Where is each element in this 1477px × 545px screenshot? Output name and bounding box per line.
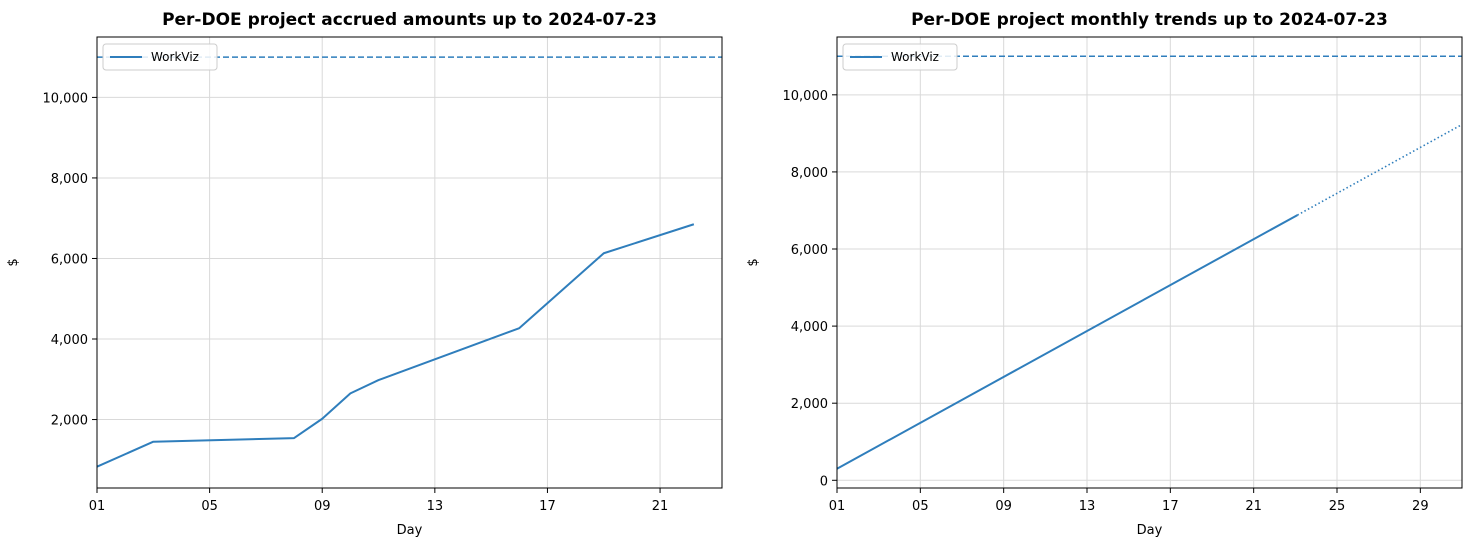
x-axis-label: Day bbox=[397, 523, 423, 538]
x-tick-label: 01 bbox=[89, 499, 106, 514]
x-tick-label: 01 bbox=[829, 499, 846, 514]
y-tick-label: 6,000 bbox=[51, 252, 88, 267]
x-tick-label: 13 bbox=[427, 499, 444, 514]
x-tick-label: 17 bbox=[1162, 499, 1179, 514]
chart-title: Per-DOE project monthly trends up to 202… bbox=[911, 10, 1388, 30]
axes-frame bbox=[836, 36, 1463, 489]
y-tick-label: 0 bbox=[820, 474, 828, 489]
y-tick-label: 2,000 bbox=[51, 414, 88, 429]
y-axis-label: $ bbox=[6, 258, 21, 266]
x-tick-label: 25 bbox=[1329, 499, 1346, 514]
y-axis-label: $ bbox=[746, 258, 761, 266]
x-axis-label: Day bbox=[1137, 523, 1163, 538]
x-tick-label: 09 bbox=[995, 499, 1012, 514]
series-line-workviz bbox=[96, 223, 695, 468]
legend-label: WorkViz bbox=[891, 50, 939, 64]
x-tick-label: 21 bbox=[1245, 499, 1262, 514]
chart-title: Per-DOE project accrued amounts up to 20… bbox=[162, 10, 657, 30]
y-tick-label: 8,000 bbox=[51, 172, 88, 187]
x-tick-label: 17 bbox=[539, 499, 556, 514]
legend-label: WorkViz bbox=[151, 50, 199, 64]
legend: WorkViz bbox=[102, 43, 218, 71]
x-tick-label: 09 bbox=[314, 499, 331, 514]
series-line-workviz bbox=[836, 214, 1298, 470]
x-tick-label: 05 bbox=[201, 499, 218, 514]
x-tick-label: 13 bbox=[1079, 499, 1096, 514]
y-tick-label: 10,000 bbox=[783, 89, 829, 104]
x-tick-label: 29 bbox=[1412, 499, 1429, 514]
projection-line bbox=[1297, 123, 1463, 216]
legend-box bbox=[102, 43, 218, 71]
legend: WorkViz bbox=[842, 43, 958, 71]
legend-box bbox=[842, 43, 958, 71]
chart-panel-1: 01 05 09 13 17 21 2,000 4,000 6,000 8,000 10,000 Pe… bbox=[6, 10, 723, 538]
axes-frame bbox=[96, 36, 723, 489]
y-tick-label: 4,000 bbox=[791, 320, 828, 335]
x-tick-label: 21 bbox=[652, 499, 669, 514]
chart-panel-2: 01 05 09 13 17 21 25 29 0 2,000 4,000 6,000 8,000 10,… bbox=[746, 10, 1463, 538]
y-tick-label: 2,000 bbox=[791, 397, 828, 412]
y-tick-label: 4,000 bbox=[51, 333, 88, 348]
y-tick-label: 6,000 bbox=[791, 243, 828, 258]
x-tick-label: 05 bbox=[912, 499, 929, 514]
y-tick-label: 8,000 bbox=[791, 166, 828, 181]
y-tick-label: 10,000 bbox=[43, 91, 89, 106]
